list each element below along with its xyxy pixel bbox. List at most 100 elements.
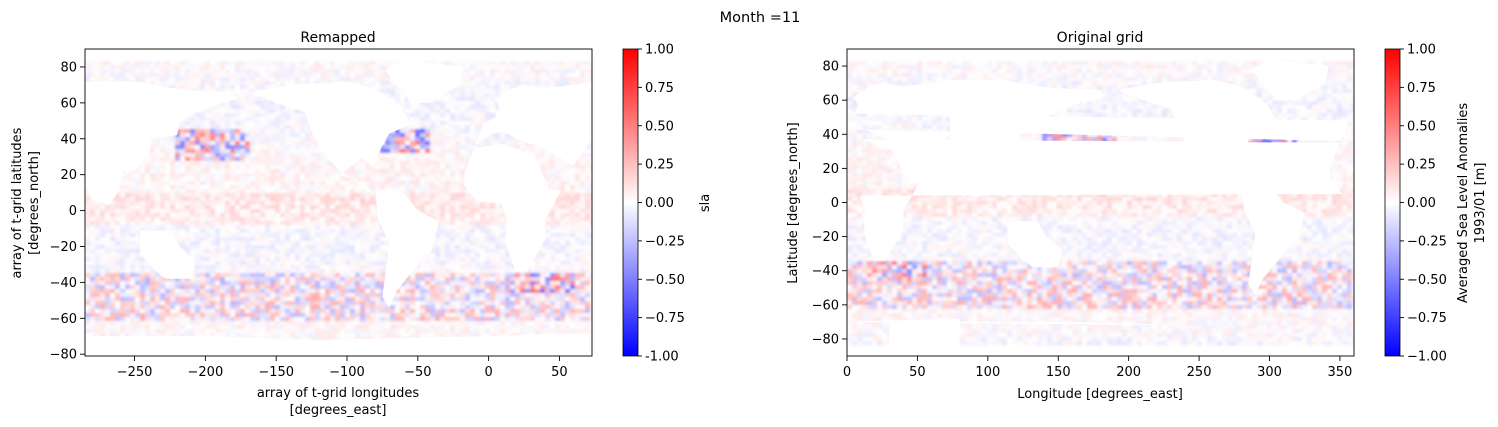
field-cell: [295, 209, 301, 214]
field-cell: [130, 269, 136, 274]
field-cell: [360, 177, 366, 182]
field-cell: [110, 245, 116, 250]
field-cell: [190, 225, 196, 230]
field-cell: [165, 77, 171, 82]
field-cell: [315, 157, 321, 162]
field-cell: [245, 233, 251, 238]
field-cell: [110, 201, 116, 206]
field-cell: [100, 209, 106, 214]
field-cell: [95, 61, 101, 66]
field-cell: [315, 309, 321, 314]
field-cell: [95, 201, 101, 206]
field-cell: [90, 273, 96, 278]
field-cell: [280, 333, 286, 338]
field-cell: [375, 301, 381, 306]
field-cell: [275, 81, 281, 86]
field-cell: [150, 165, 156, 170]
field-cell: [135, 69, 141, 74]
field-cell: [415, 309, 421, 314]
field-cell: [245, 273, 251, 278]
field-cell: [210, 125, 216, 130]
field-cell: [390, 305, 396, 310]
field-cell: [300, 237, 306, 242]
field-cell: [365, 269, 371, 274]
field-cell: [120, 305, 126, 310]
field-cell: [250, 149, 256, 154]
field-cell: [245, 193, 251, 198]
field-cell: [365, 221, 371, 226]
field-cell: [235, 249, 241, 254]
field-cell: [185, 145, 191, 150]
field-cell: [180, 85, 186, 90]
field-cell: [180, 129, 186, 134]
field-cell: [125, 225, 131, 230]
field-cell: [245, 253, 251, 258]
field-cell: [400, 321, 406, 326]
field-cell: [210, 221, 216, 226]
field-cell: [205, 165, 211, 170]
field-cell: [150, 153, 156, 158]
field-cell: [175, 177, 181, 182]
field-cell: [345, 73, 351, 78]
field-cell: [240, 165, 246, 170]
field-cell: [345, 229, 351, 234]
field-cell: [270, 113, 276, 118]
field-cell: [195, 77, 201, 82]
field-cell: [135, 325, 141, 330]
field-cell: [150, 297, 156, 302]
field-cell: [290, 261, 296, 266]
field-cell: [105, 69, 111, 74]
field-cell: [415, 289, 421, 294]
field-cell: [190, 221, 196, 226]
field-cell: [115, 217, 121, 222]
field-cell: [280, 121, 286, 126]
field-cell: [345, 221, 351, 226]
field-cell: [355, 209, 361, 214]
field-cell: [230, 289, 236, 294]
field-cell: [165, 217, 171, 222]
field-cell: [265, 81, 271, 86]
field-cell: [205, 209, 211, 214]
field-cell: [240, 149, 246, 154]
field-cell: [350, 189, 356, 194]
field-cell: [195, 293, 201, 298]
field-cell: [360, 257, 366, 262]
field-cell: [375, 81, 381, 86]
field-cell: [175, 281, 181, 286]
field-cell: [245, 137, 251, 142]
field-cell: [350, 217, 356, 222]
field-cell: [345, 273, 351, 278]
field-cell: [95, 233, 101, 238]
field-cell: [325, 249, 331, 254]
field-cell: [105, 237, 111, 242]
field-cell: [310, 241, 316, 246]
field-cell: [315, 321, 321, 326]
field-cell: [305, 265, 311, 270]
field-cell: [125, 237, 131, 242]
field-cell: [355, 273, 361, 278]
field-cell: [155, 277, 161, 282]
field-cell: [315, 225, 321, 230]
field-cell: [310, 153, 316, 158]
field-cell: [225, 217, 231, 222]
field-cell: [105, 265, 111, 270]
field-cell: [130, 281, 136, 286]
field-cell: [250, 297, 256, 302]
field-cell: [350, 65, 356, 70]
field-cell: [260, 69, 266, 74]
field-cell: [245, 181, 251, 186]
field-cell: [245, 241, 251, 246]
field-cell: [295, 293, 301, 298]
field-cell: [405, 97, 411, 102]
field-cell: [285, 273, 291, 278]
field-cell: [210, 113, 216, 118]
field-cell: [210, 149, 216, 154]
field-cell: [380, 285, 386, 290]
field-cell: [415, 101, 421, 106]
field-cell: [90, 69, 96, 74]
field-cell: [320, 325, 326, 330]
field-cell: [350, 293, 356, 298]
field-cell: [210, 241, 216, 246]
field-cell: [295, 69, 301, 74]
field-cell: [315, 273, 321, 278]
